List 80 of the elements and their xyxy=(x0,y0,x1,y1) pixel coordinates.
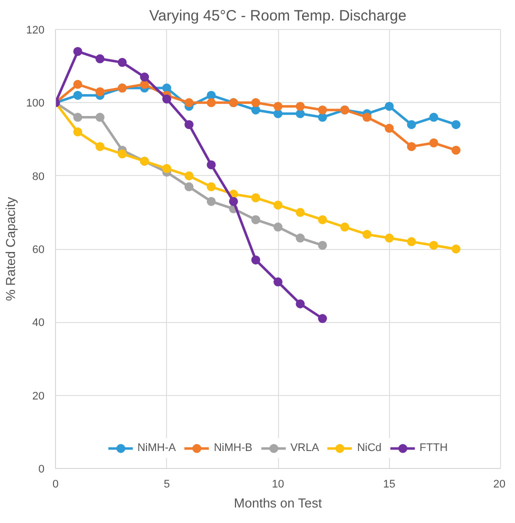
point xyxy=(340,222,350,232)
point xyxy=(452,120,460,130)
point xyxy=(251,193,260,202)
point xyxy=(384,234,394,243)
y-tick-label: 100 xyxy=(26,98,45,110)
point xyxy=(362,230,372,239)
point xyxy=(429,240,438,250)
legend-label: VRLA xyxy=(290,442,320,454)
point xyxy=(384,102,394,111)
point xyxy=(407,120,416,130)
point xyxy=(274,200,282,210)
point xyxy=(318,112,327,122)
point xyxy=(184,120,194,130)
legend-label: NiMH-A xyxy=(137,442,176,454)
y-tick-label: 60 xyxy=(32,244,45,256)
point xyxy=(274,277,282,286)
point xyxy=(318,105,327,114)
point xyxy=(118,149,127,158)
point xyxy=(162,84,172,93)
point xyxy=(96,142,104,152)
point xyxy=(73,90,82,100)
point xyxy=(118,58,127,67)
point xyxy=(318,240,327,250)
point xyxy=(184,98,194,108)
point xyxy=(184,171,194,180)
point xyxy=(162,164,172,174)
point xyxy=(251,255,260,264)
point xyxy=(296,234,305,243)
y-tick-label: 80 xyxy=(32,170,45,183)
x-tick-label: 15 xyxy=(383,478,396,490)
point xyxy=(162,94,172,104)
x-tick-label: 20 xyxy=(493,478,506,490)
point xyxy=(452,146,460,155)
x-tick-label: 0 xyxy=(52,478,59,490)
point xyxy=(184,182,194,192)
y-tick-label: 120 xyxy=(26,24,45,36)
point xyxy=(206,90,216,100)
point xyxy=(429,112,438,122)
y-tick-label: 20 xyxy=(32,390,45,402)
point xyxy=(274,222,282,232)
legend-label: NiCd xyxy=(357,442,382,454)
point xyxy=(206,196,216,206)
point xyxy=(73,112,82,122)
legend-label: FTTH xyxy=(420,442,448,454)
point xyxy=(318,215,327,224)
point xyxy=(429,138,438,148)
y-axis-title: % Rated Capacity xyxy=(3,196,18,302)
point xyxy=(296,109,305,118)
point xyxy=(274,102,282,111)
point xyxy=(296,208,305,217)
y-tick-label: 40 xyxy=(32,317,45,330)
point xyxy=(206,160,216,170)
x-tick-label: 5 xyxy=(164,478,170,490)
point xyxy=(384,124,394,133)
point xyxy=(407,142,416,152)
point xyxy=(73,80,82,89)
x-axis-title: Months on Test xyxy=(234,496,322,510)
point xyxy=(73,127,82,136)
point xyxy=(452,244,460,254)
point xyxy=(229,196,238,206)
point xyxy=(73,46,82,56)
x-tick-label: 10 xyxy=(272,478,284,490)
point xyxy=(274,109,282,118)
point xyxy=(96,87,104,96)
legend-label: NiMH-B xyxy=(214,442,252,454)
point xyxy=(296,102,305,111)
point xyxy=(251,215,260,224)
point xyxy=(140,72,149,82)
point xyxy=(251,105,260,114)
point xyxy=(318,314,327,323)
point xyxy=(206,98,216,108)
point xyxy=(407,237,416,246)
chart-title: Varying 45°C - Room Temp. Discharge xyxy=(149,8,406,24)
point xyxy=(206,182,216,192)
point xyxy=(251,98,260,108)
point xyxy=(96,112,104,122)
point xyxy=(96,54,104,64)
y-tick-label: 0 xyxy=(38,464,45,476)
point xyxy=(296,299,305,308)
point xyxy=(362,112,372,122)
